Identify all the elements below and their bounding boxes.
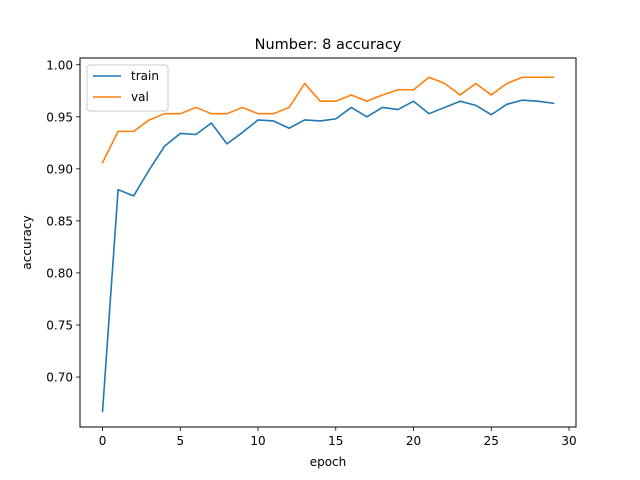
series-line-train	[101, 99, 555, 413]
y-tick-label: 0.85	[46, 214, 73, 228]
legend-label-train: train	[131, 69, 159, 83]
y-ticks: 0.70 0.75 0.80 0.85 0.90 0.95 1.00	[46, 58, 80, 385]
plot-frame	[79, 57, 577, 428]
y-tick-label: 0.80	[46, 266, 73, 280]
series-line-val	[101, 76, 555, 164]
x-tick-label: 25	[484, 434, 499, 448]
chart-title: Number: 8 accuracy	[255, 37, 402, 53]
x-axis-label: epoch	[310, 455, 347, 469]
y-axis-label: accuracy	[20, 215, 34, 269]
y-tick-label: 0.70	[46, 371, 73, 385]
legend-label-val: val	[131, 90, 149, 104]
x-tick-label: 20	[406, 434, 421, 448]
x-tick-label: 0	[99, 434, 107, 448]
legend: train val	[86, 64, 169, 112]
x-tick-label: 15	[328, 434, 343, 448]
x-tick-label: 30	[561, 434, 576, 448]
x-ticks: 0 5 10 15 20 25 30	[99, 427, 577, 448]
y-tick-label: 0.90	[46, 162, 73, 176]
y-tick-label: 0.75	[46, 318, 73, 332]
y-tick-label: 0.95	[46, 110, 73, 124]
series-layer	[101, 76, 555, 413]
x-tick-label: 10	[250, 434, 265, 448]
axes-layer	[79, 57, 577, 428]
y-tick-label: 1.00	[46, 58, 73, 72]
x-tick-label: 5	[176, 434, 184, 448]
